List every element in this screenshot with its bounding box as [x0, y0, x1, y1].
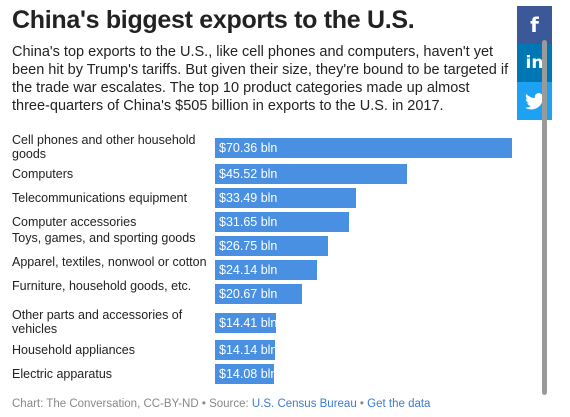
category-label: Household appliances — [12, 343, 136, 357]
bar-value-label: $33.49 bln — [219, 191, 278, 205]
chart-credit: Chart: The Conversation, CC-BY-ND — [12, 398, 199, 410]
category-label: Other parts and accessories of vehicles — [12, 308, 183, 336]
footer-separator: • — [198, 398, 210, 410]
bar — [215, 212, 349, 232]
bar-value-label: $20.67 bln — [219, 287, 278, 301]
bar-value-label: $70.36 bln — [219, 141, 278, 155]
chart-title: China's biggest exports to the U.S. — [12, 6, 415, 34]
footer-separator: • — [356, 398, 368, 410]
chart-footer: Chart: The Conversation, CC-BY-ND • Sour… — [12, 398, 430, 410]
bar-value-label: $14.14 bln — [219, 343, 278, 357]
linkedin-icon: in — [525, 53, 544, 73]
scrollbar[interactable] — [542, 40, 547, 395]
category-label: Computer accessories — [12, 215, 137, 229]
bar-value-label: $14.08 bln — [219, 367, 278, 381]
bar-chart: Cell phones and other household goods $70… — [0, 131, 540, 391]
bar-value-label: $24.14 bln — [219, 263, 278, 277]
facebook-share-button[interactable]: f — [517, 6, 552, 44]
bar — [215, 188, 356, 208]
get-data-link[interactable]: Get the data — [367, 398, 431, 410]
bar — [215, 260, 317, 280]
category-label: Furniture, household goods, etc. — [12, 279, 192, 293]
bar — [215, 340, 275, 360]
bar-value-label: $31.65 bln — [219, 215, 278, 229]
category-label: Computers — [12, 167, 74, 181]
bar-value-label: $26.75 bln — [219, 239, 278, 253]
facebook-icon: f — [530, 13, 539, 37]
bar — [215, 364, 274, 384]
category-label: Cell phones and other household goods — [12, 133, 196, 161]
source-link[interactable]: U.S. Census Bureau — [251, 398, 357, 410]
bar — [215, 284, 302, 304]
bar — [215, 138, 512, 158]
chart-subtitle: China's top exports to the U.S., like ce… — [12, 44, 509, 114]
bar — [215, 236, 328, 256]
category-label: Toys, games, and sporting goods — [12, 231, 196, 245]
bar — [215, 313, 276, 333]
source-prefix: Source: — [209, 398, 252, 410]
category-label: Apparel, textiles, nonwool or cotton — [12, 255, 207, 269]
bar-value-label: $45.52 bln — [219, 167, 278, 181]
twitter-icon — [524, 92, 545, 109]
bar-value-label: $14.41 bln — [219, 316, 278, 330]
category-label: Telecommunications equipment — [12, 191, 188, 205]
bar — [215, 164, 407, 184]
category-label: Electric apparatus — [12, 367, 113, 381]
